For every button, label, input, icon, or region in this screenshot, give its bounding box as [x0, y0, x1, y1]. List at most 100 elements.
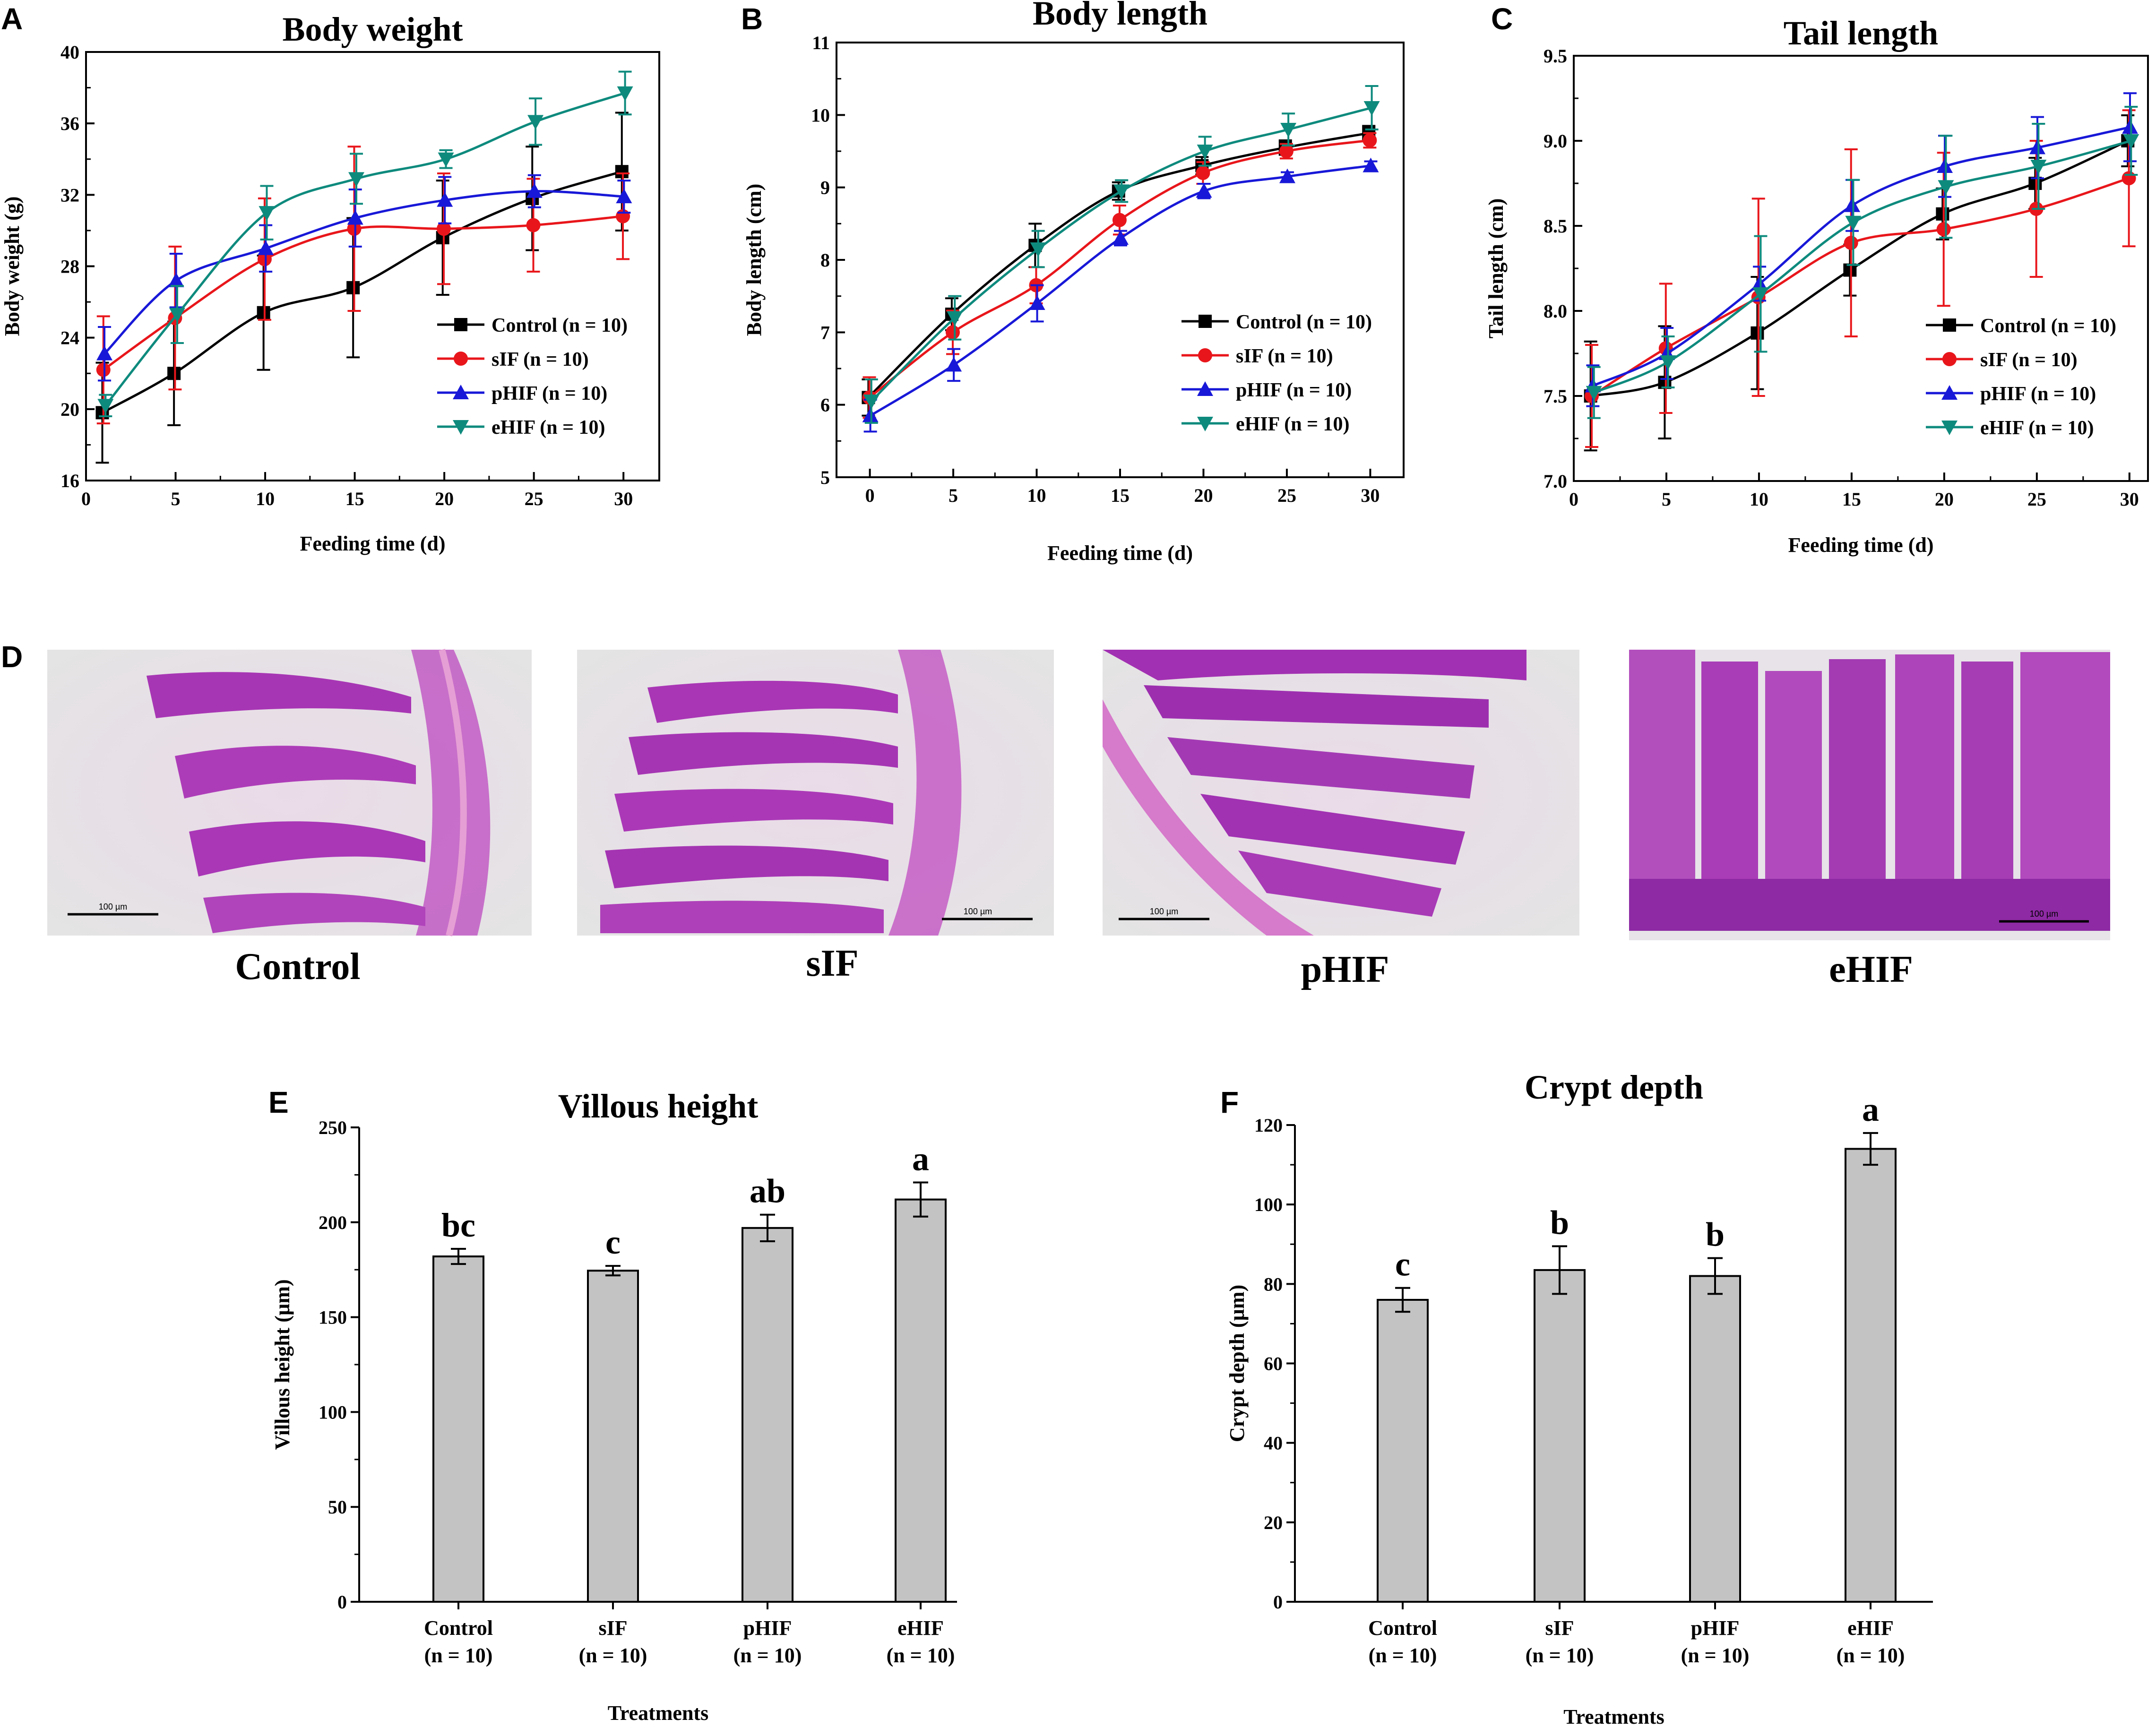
- legend: Control (n = 10) sIF (n = 10) pHIF (n = 10…: [1926, 315, 2116, 439]
- y-tick-label: 10: [811, 104, 830, 126]
- data-point: [257, 306, 270, 319]
- panel-letter-b: B: [741, 2, 763, 36]
- legend-label-sif: sIF (n = 10): [1980, 349, 2078, 371]
- x-axis-label: Treatments: [608, 1701, 708, 1725]
- legend-label-sif: sIF (n = 10): [1236, 345, 1333, 367]
- x-tick-label: 10: [1750, 489, 1768, 510]
- bar-control: [1377, 1298, 1429, 1603]
- bar-sif: [1534, 1269, 1586, 1603]
- plot-frame: [836, 42, 1405, 478]
- series-line-phif: [1592, 126, 2130, 387]
- scale-bar-label: 100 µm: [964, 907, 992, 916]
- data-point: [1660, 355, 1676, 370]
- legend-label-sif: sIF (n = 10): [492, 349, 589, 370]
- y-tick-label: 7.0: [1544, 471, 1567, 492]
- data-point: [348, 172, 365, 187]
- x-tick-sublabel: (n = 10): [1681, 1644, 1750, 1667]
- x-tick-label: 25: [2027, 489, 2046, 510]
- legend-marker: [1943, 318, 1956, 332]
- y-tick-label: 7: [820, 322, 830, 343]
- legend-label-phif: pHIF (n = 10): [492, 383, 607, 404]
- bar-ehif: [1845, 1148, 1897, 1603]
- data-point: [1279, 168, 1295, 183]
- histology-image-ehif: 100 µm: [1629, 650, 2110, 940]
- data-point: [1586, 386, 1602, 401]
- y-tick-label: 20: [1264, 1512, 1283, 1533]
- body-length-chart: 0 5 10 15 20 25 30 5 6 7 8 9 10 11 Body length Feeding …: [742, 0, 1405, 565]
- y-tick-label: 200: [319, 1212, 347, 1233]
- data-point: [1363, 101, 1380, 116]
- y-tick-label: 80: [1264, 1273, 1283, 1295]
- data-point: [1363, 133, 1377, 147]
- x-tick-label: 15: [1111, 485, 1130, 506]
- data-point: [1030, 242, 1046, 257]
- scale-bar-label: 100 µm: [99, 902, 127, 911]
- chart-title: Body weight: [282, 10, 463, 48]
- x-tick-label: 10: [1027, 485, 1046, 506]
- y-tick-label: 0: [1273, 1591, 1283, 1613]
- y-tick-label: 16: [60, 470, 79, 491]
- legend-label-ehif: eHIF (n = 10): [1236, 413, 1350, 435]
- x-tick-sublabel: (n = 10): [424, 1644, 493, 1667]
- y-tick-label: 7.5: [1544, 386, 1567, 407]
- data-point: [1844, 197, 1861, 212]
- data-point: [863, 395, 880, 409]
- bar-phif: [742, 1227, 793, 1603]
- plot-frame: [85, 51, 660, 481]
- data-point: [1937, 158, 1953, 173]
- data-point: [167, 367, 181, 380]
- x-tick-label: 0: [1569, 489, 1578, 510]
- x-tick-label: 30: [2120, 489, 2139, 510]
- villous-height-chart: 0 50 100 150 200 250 Villous height Treatments V…: [271, 1087, 957, 1725]
- y-tick-label: 50: [328, 1496, 347, 1518]
- legend-marker: [1942, 352, 1957, 366]
- bar-group-control: c Control (n = 10): [1368, 1246, 1437, 1667]
- data-point: [1113, 184, 1130, 199]
- data-point: [2029, 139, 2046, 155]
- y-axis-label: Villous height (µm): [271, 1279, 294, 1450]
- data-point: [1196, 183, 1212, 198]
- legend-label-control: Control (n = 10): [492, 315, 628, 336]
- x-tick-label: 20: [435, 488, 454, 509]
- y-axis-label: Body weight (g): [0, 197, 24, 336]
- x-tick-label: 15: [1842, 489, 1861, 510]
- histology-image-sif: 100 µm: [577, 650, 1054, 936]
- data-point: [347, 222, 362, 236]
- bar-group-ehif: a eHIF (n = 10): [1837, 1091, 1905, 1667]
- data-point: [1844, 236, 1858, 250]
- x-tick-label: eHIF: [1847, 1616, 1894, 1640]
- data-point: [437, 192, 453, 207]
- legend-marker: [1197, 381, 1213, 396]
- x-tick-sublabel: (n = 10): [1369, 1644, 1437, 1667]
- x-tick-label: Control: [1368, 1616, 1437, 1640]
- significance-letter: a: [1862, 1091, 1879, 1128]
- y-tick-label: 40: [1264, 1433, 1283, 1454]
- y-axis-label: Crypt depth (µm): [1225, 1285, 1249, 1442]
- legend-marker: [1197, 417, 1213, 431]
- data-point: [1112, 213, 1127, 227]
- legend-marker: [1199, 315, 1212, 328]
- x-tick-label: 30: [614, 488, 633, 509]
- x-axis-label: Feeding time (d): [300, 532, 446, 555]
- x-tick-label: 15: [345, 488, 364, 509]
- series-ehif: [863, 85, 1380, 424]
- data-point: [1752, 287, 1769, 302]
- y-tick-label: 5: [820, 467, 830, 488]
- legend-label-phif: pHIF (n = 10): [1236, 379, 1352, 401]
- y-tick-label: 120: [1254, 1115, 1283, 1136]
- x-tick-sublabel: (n = 10): [887, 1644, 955, 1667]
- bar-sif: [587, 1270, 639, 1603]
- histology-caption-control: Control: [235, 946, 360, 988]
- x-tick-label: 30: [1361, 485, 1380, 506]
- data-point: [1280, 123, 1297, 137]
- significance-letter: b: [1706, 1216, 1725, 1254]
- bar-group-sif: b sIF (n = 10): [1526, 1203, 1594, 1667]
- significance-letter: b: [1550, 1203, 1569, 1241]
- chart-title: Crypt depth: [1525, 1068, 1703, 1106]
- data-point: [259, 206, 275, 221]
- data-point: [2123, 134, 2139, 149]
- series-phif: [96, 174, 632, 382]
- x-tick-label: sIF: [598, 1616, 627, 1640]
- histology-image-control: 100 µm: [47, 649, 532, 937]
- x-tick-label: 20: [1935, 489, 1954, 510]
